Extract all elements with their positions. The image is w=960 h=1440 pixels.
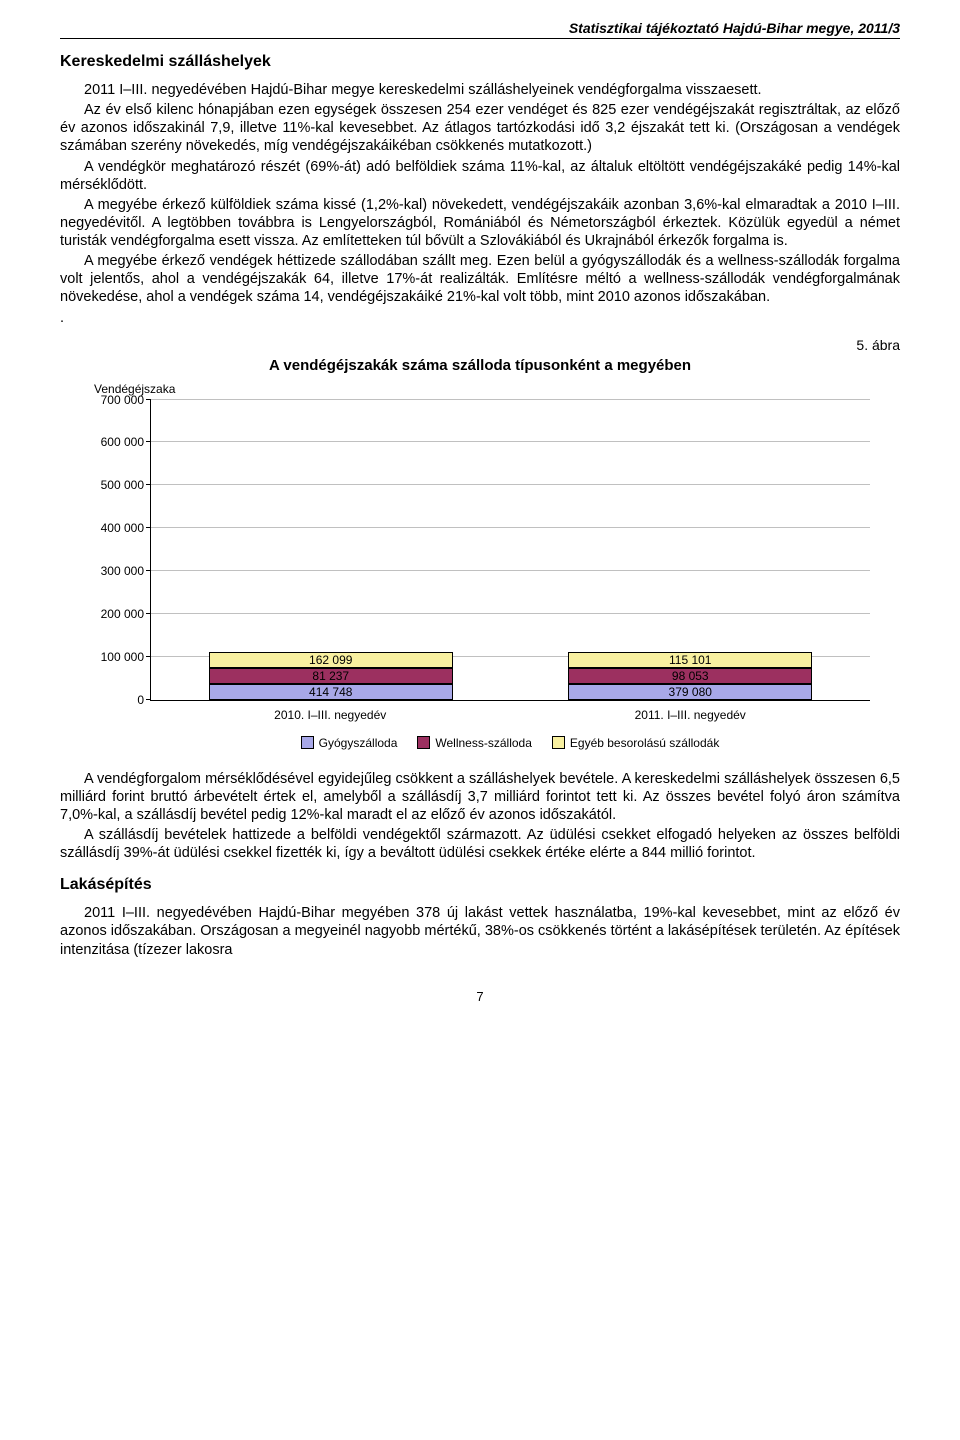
figure-number-row: 5. ábra — [60, 337, 900, 353]
figure-number: 5. ábra — [856, 337, 900, 353]
figure-title: A vendégéjszakák száma szálloda típusonk… — [60, 357, 900, 374]
y-tick-label: 0 — [137, 693, 144, 707]
bar-column: 115 10198 053379 080 — [568, 652, 812, 700]
y-tick-label: 700 000 — [101, 393, 144, 407]
seg-gyogy: 414 748 — [209, 684, 453, 700]
y-tick-label: 300 000 — [101, 564, 144, 578]
y-tick-label: 400 000 — [101, 521, 144, 535]
legend-label: Egyéb besorolású szállodák — [570, 736, 719, 750]
y-tick-label: 500 000 — [101, 478, 144, 492]
bars-container: 162 09981 237414 748 115 10198 053379 080 — [151, 400, 870, 700]
swatch-egyeb — [552, 736, 565, 749]
bar-column: 162 09981 237414 748 — [209, 652, 453, 700]
seg-gyogy: 379 080 — [568, 684, 812, 700]
y-axis-ticks: 0100 000200 000300 000400 000500 000600 … — [90, 400, 150, 700]
seg-wellness: 98 053 — [568, 668, 812, 684]
x-tick-label: 2011. I–III. negyedév — [635, 708, 746, 722]
page: Statisztikai tájékoztató Hajdú-Bihar meg… — [0, 0, 960, 1044]
y-tick-label: 100 000 — [101, 650, 144, 664]
x-tick-label: 2010. I–III. negyedév — [274, 708, 386, 722]
chart-area: 0100 000200 000300 000400 000500 000600 … — [90, 400, 870, 700]
seg-wellness: 81 237 — [209, 668, 453, 684]
swatch-wellness — [417, 736, 430, 749]
chart-legend: Gyógyszálloda Wellness-szálloda Egyéb be… — [150, 736, 870, 750]
y-tick-label: 200 000 — [101, 607, 144, 621]
seg-egyeb: 115 101 — [568, 652, 812, 668]
paragraph: A szállásdíj bevételek hattizede a belfö… — [60, 826, 900, 862]
legend-item-egyeb: Egyéb besorolású szállodák — [552, 736, 719, 750]
paragraph: Az év első kilenc hónapjában ezen egység… — [60, 101, 900, 155]
running-header: Statisztikai tájékoztató Hajdú-Bihar meg… — [60, 20, 900, 39]
legend-label: Wellness-szálloda — [435, 736, 532, 750]
paragraph: 2011 I–III. negyedévében Hajdú-Bihar meg… — [60, 81, 900, 99]
chart: Vendégéjszaka 0 100 000 200 000 300 000 400 … — [90, 382, 870, 750]
paragraph-dot: . — [60, 309, 900, 327]
section-title-accommodation: Kereskedelmi szálláshelyek — [60, 53, 900, 71]
paragraph: A megyébe érkező külföldiek száma kissé … — [60, 196, 900, 250]
paragraph: 2011 I–III. negyedévében Hajdú-Bihar meg… — [60, 904, 900, 958]
paragraph: A megyébe érkező vendégek héttizede szál… — [60, 252, 900, 306]
swatch-gyogy — [301, 736, 314, 749]
paragraph: A vendégforgalom mérséklődésével egyidej… — [60, 770, 900, 824]
legend-item-gyogy: Gyógyszálloda — [301, 736, 398, 750]
paragraph: A vendégkör meghatározó részét (69%-át) … — [60, 158, 900, 194]
y-axis-title: Vendégéjszaka — [94, 382, 870, 396]
page-number: 7 — [60, 989, 900, 1004]
section-title-housing: Lakásépítés — [60, 876, 900, 894]
legend-item-wellness: Wellness-szálloda — [417, 736, 532, 750]
seg-egyeb: 162 099 — [209, 652, 453, 668]
chart-plot: 162 09981 237414 748 115 10198 053379 080 — [150, 400, 870, 701]
legend-label: Gyógyszálloda — [319, 736, 398, 750]
y-tick-label: 600 000 — [101, 435, 144, 449]
x-axis-ticks: 2010. I–III. negyedév 2011. I–III. negye… — [150, 708, 870, 722]
